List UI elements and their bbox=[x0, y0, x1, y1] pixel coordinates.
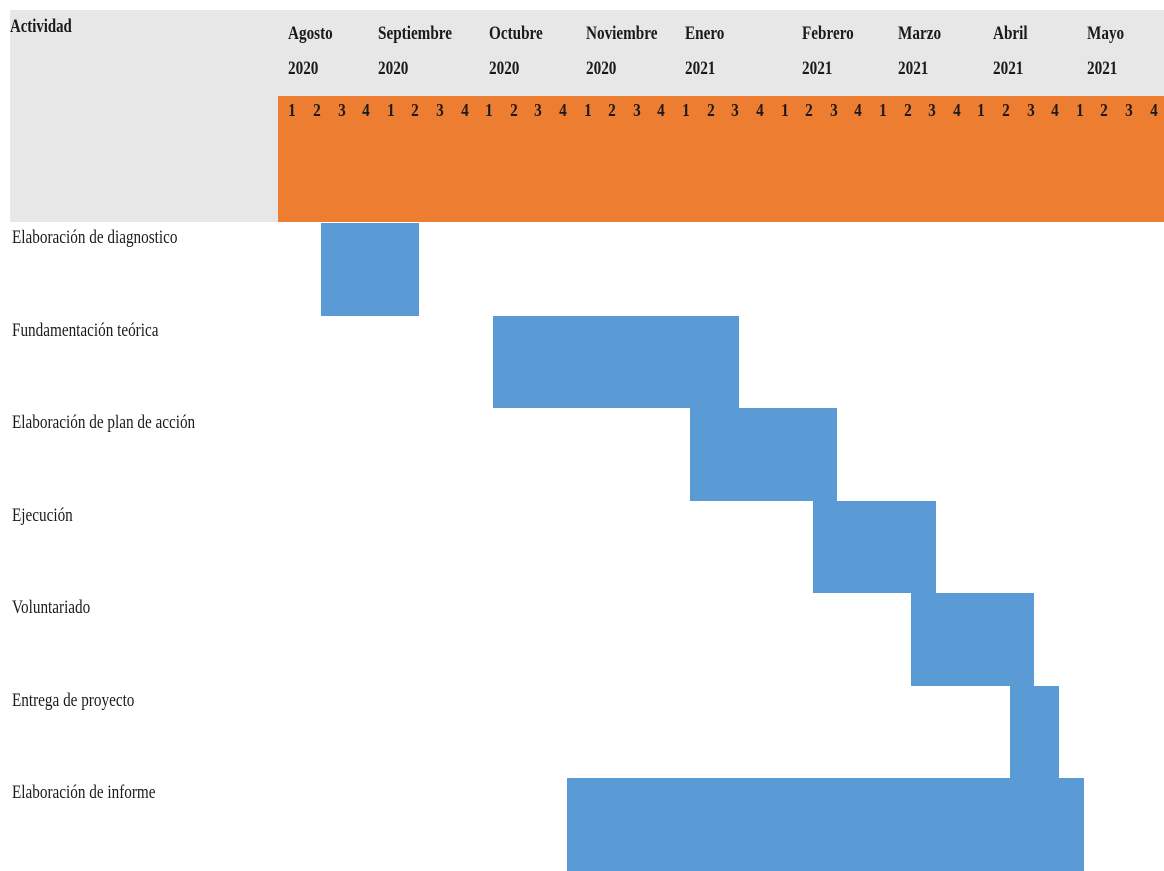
week-label: 2 bbox=[1002, 100, 1010, 120]
month-year: 2020 bbox=[378, 58, 409, 79]
activity-label: Ejecución bbox=[12, 504, 73, 526]
week-label: 1 bbox=[1076, 100, 1084, 120]
month-year: 2020 bbox=[288, 58, 319, 79]
week-label: 1 bbox=[583, 100, 592, 120]
task-bar bbox=[1009, 685, 1059, 778]
week-label: 4 bbox=[1149, 100, 1158, 120]
week-label: 2 bbox=[509, 100, 518, 120]
task-bar bbox=[492, 315, 739, 408]
task-bar bbox=[812, 500, 936, 593]
month-year: 2021 bbox=[685, 58, 716, 79]
month-header: Marzo 2021 bbox=[898, 16, 941, 86]
week-label: 4 bbox=[952, 100, 961, 120]
week-label: 3 bbox=[829, 100, 838, 120]
month-year: 2021 bbox=[993, 58, 1024, 79]
month-name: Septiembre bbox=[378, 23, 453, 44]
week-label: 3 bbox=[534, 100, 543, 120]
week-label: 3 bbox=[1125, 100, 1133, 120]
activity-label: Elaboración de plan de acción bbox=[12, 412, 196, 433]
week-label: 4 bbox=[460, 100, 469, 120]
month-year: 2020 bbox=[586, 58, 617, 79]
week-label: 4 bbox=[559, 100, 567, 120]
week-label: 1 bbox=[682, 100, 690, 120]
activity-column-title: Actividad bbox=[10, 16, 72, 37]
task-bar bbox=[320, 223, 420, 316]
month-name: Abril bbox=[993, 23, 1028, 44]
month-year: 2020 bbox=[489, 58, 520, 79]
week-label: 3 bbox=[731, 100, 740, 120]
activity-label: Elaboración de informe bbox=[12, 782, 156, 803]
week-label: 1 bbox=[977, 100, 986, 120]
week-label: 2 bbox=[805, 100, 813, 120]
week-label: 2 bbox=[903, 100, 912, 120]
month-header: Mayo 2021 bbox=[1087, 16, 1124, 86]
month-header: Abril 2021 bbox=[993, 16, 1028, 86]
week-label: 4 bbox=[657, 100, 666, 120]
weeks-header-row bbox=[278, 96, 1164, 222]
week-label: 1 bbox=[288, 100, 297, 120]
week-label: 1 bbox=[879, 100, 887, 120]
week-label: 1 bbox=[485, 100, 494, 120]
week-label: 3 bbox=[633, 100, 641, 120]
month-header: Octubre 2020 bbox=[489, 16, 543, 86]
month-year: 2021 bbox=[802, 58, 833, 79]
month-year: 2021 bbox=[1087, 58, 1118, 79]
week-label: 3 bbox=[1026, 100, 1035, 120]
week-label: 2 bbox=[411, 100, 420, 120]
month-name: Noviembre bbox=[586, 23, 658, 44]
week-label: 2 bbox=[313, 100, 321, 120]
month-year: 2021 bbox=[898, 58, 929, 79]
month-name: Enero bbox=[685, 23, 725, 44]
month-name: Marzo bbox=[898, 23, 942, 44]
month-header: Febrero 2021 bbox=[802, 16, 854, 86]
activity-label: Voluntariado bbox=[12, 597, 91, 618]
week-label: 1 bbox=[386, 100, 395, 120]
month-name: Febrero bbox=[802, 23, 854, 44]
month-header: Septiembre 2020 bbox=[378, 16, 452, 86]
week-label: 3 bbox=[337, 100, 346, 120]
task-bar bbox=[566, 778, 1084, 871]
week-label: 1 bbox=[780, 100, 789, 120]
month-name: Agosto bbox=[288, 23, 333, 44]
week-label: 2 bbox=[608, 100, 617, 120]
week-label: 4 bbox=[854, 100, 863, 120]
week-label: 2 bbox=[706, 100, 715, 120]
week-label: 2 bbox=[1100, 100, 1109, 120]
activity-header-cell bbox=[10, 10, 278, 222]
month-name: Mayo bbox=[1087, 23, 1125, 44]
month-header: Noviembre 2020 bbox=[586, 16, 657, 86]
activity-label: Entrega de proyecto bbox=[12, 689, 135, 711]
months-header-row bbox=[278, 10, 1164, 96]
month-header: Enero 2021 bbox=[685, 16, 724, 86]
week-label: 4 bbox=[362, 100, 370, 120]
task-bar bbox=[911, 593, 1035, 686]
week-label: 3 bbox=[436, 100, 444, 120]
week-label: 4 bbox=[1051, 100, 1060, 120]
activity-label: Fundamentación teórica bbox=[12, 319, 159, 341]
week-label: 4 bbox=[756, 100, 764, 120]
month-header: Agosto 2020 bbox=[288, 16, 333, 86]
task-bar bbox=[689, 408, 838, 501]
month-name: Octubre bbox=[489, 23, 543, 44]
week-label: 3 bbox=[928, 100, 937, 120]
activity-label: Elaboración de diagnostico bbox=[12, 227, 178, 248]
